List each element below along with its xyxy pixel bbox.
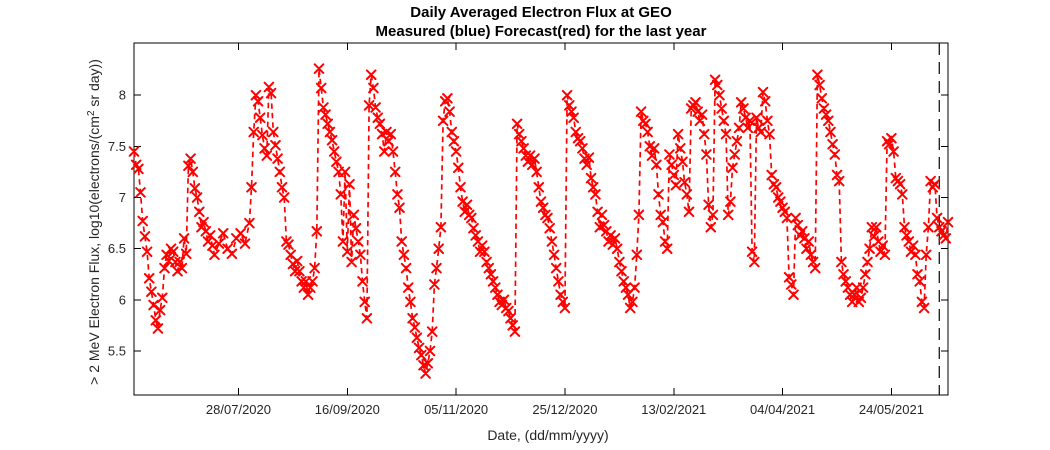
y-axis-label-superscript: 2 [86, 110, 97, 116]
data-series [128, 43, 954, 395]
y-tick-label: 5.5 [108, 344, 126, 359]
x-tick-label: 16/09/2020 [315, 402, 380, 417]
x-tick-label: 25/12/2020 [532, 402, 597, 417]
x-tick-label: 05/11/2020 [424, 402, 488, 417]
series-x-markers [128, 63, 954, 379]
chart-title: Daily Averaged Electron Flux at GEO [410, 4, 672, 21]
x-tick-label: 04/04/2021 [750, 402, 815, 417]
chart-subtitle: Measured (blue) Forecast(red) for the la… [376, 23, 707, 40]
y-tick-label: 6.5 [108, 241, 126, 256]
y-tick-label: 8 [119, 88, 126, 103]
x-tick-label: 13/02/2021 [641, 402, 706, 417]
x-tick-label: 24/05/2021 [859, 402, 924, 417]
y-tick-label: 7.5 [108, 139, 126, 154]
x-tick-label: 28/07/2020 [206, 402, 271, 417]
y-axis-label: > 2 MeV Electron Flux, log10(electrons/(… [86, 59, 102, 385]
y-axis-label-units: sr day)) [86, 59, 102, 110]
axes-box: 28/07/2020 16/09/2020 05/11/2020 25/12/2020… [108, 42, 949, 417]
x-axis-label: Date, (dd/mm/yyyy) [487, 427, 608, 443]
y-tick-label: 6 [119, 292, 126, 307]
y-axis-label-text: > 2 MeV Electron Flux, log10(electrons/(… [86, 116, 102, 385]
plot-border [133, 42, 949, 396]
y-tick-label: 7 [119, 190, 126, 205]
